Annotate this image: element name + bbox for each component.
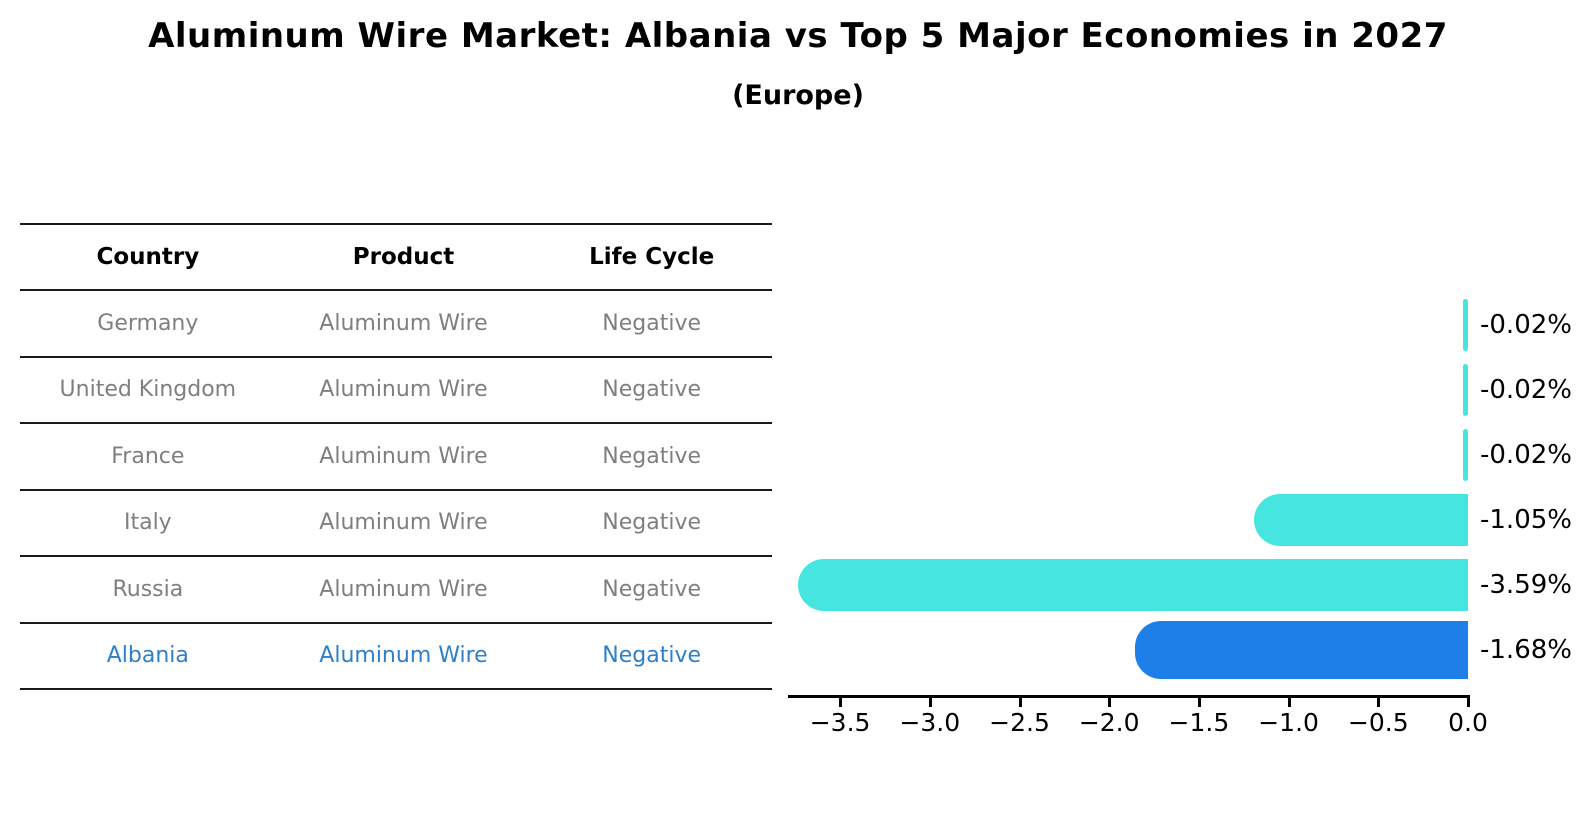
bar-value-label: -0.02%	[1480, 375, 1572, 405]
cell-life-cycle: Negative	[602, 510, 702, 536]
cell-product: Aluminum Wire	[319, 310, 488, 336]
x-axis-tick	[1018, 698, 1022, 707]
x-tick-label: 0.0	[1448, 708, 1488, 737]
bar-albania	[1134, 621, 1468, 679]
bar-france	[1463, 429, 1468, 481]
x-tick-label: −0.5	[1347, 708, 1409, 737]
x-axis-tick	[1108, 698, 1112, 707]
x-axis-tick	[1377, 698, 1381, 707]
cell-product: Aluminum Wire	[319, 510, 488, 536]
x-axis-tick	[1287, 698, 1291, 707]
cell-life-cycle: Negative	[602, 310, 702, 336]
table-row-france: France Aluminum Wire Negative	[20, 424, 772, 491]
chart-title: Aluminum Wire Market: Albania vs Top 5 M…	[148, 16, 1448, 56]
cell-country: United Kingdom	[59, 377, 237, 403]
column-header-life-cycle: Life Cycle	[589, 244, 715, 270]
cell-life-cycle: Negative	[602, 377, 702, 403]
bar-value-label: -1.68%	[1480, 635, 1572, 665]
cell-country: Albania	[106, 643, 189, 669]
bar-value-label: -0.02%	[1480, 440, 1572, 470]
bar-italy	[1253, 494, 1468, 546]
bar-united-kingdom	[1463, 364, 1468, 416]
x-tick-label: −3.0	[899, 708, 961, 737]
x-tick-label: −2.0	[1078, 708, 1140, 737]
bar-russia	[797, 559, 1468, 611]
bar-value-label: -3.59%	[1480, 570, 1572, 600]
bar-value-label: -0.02%	[1480, 310, 1572, 340]
x-axis-line	[788, 695, 1470, 698]
x-tick-label: −1.0	[1258, 708, 1319, 737]
chart-subtitle: (Europe)	[732, 80, 864, 111]
cell-product: Aluminum Wire	[319, 377, 488, 403]
x-axis-tick	[839, 698, 843, 707]
x-axis-tick	[928, 698, 932, 707]
table-row-united-kingdom: United Kingdom Aluminum Wire Negative	[20, 358, 772, 424]
bar-germany	[1463, 299, 1468, 351]
column-header-country: Country	[96, 244, 200, 270]
cell-product: Aluminum Wire	[319, 576, 488, 602]
table-header-row: Country Product Life Cycle	[20, 225, 772, 291]
x-axis-tick	[1467, 698, 1470, 707]
table-row-russia: Russia Aluminum Wire Negative	[20, 557, 772, 624]
column-header-product: Product	[352, 244, 455, 270]
cell-country: Germany	[97, 310, 199, 336]
cell-product: Aluminum Wire	[319, 643, 488, 669]
cell-product: Aluminum Wire	[319, 443, 488, 469]
cell-life-cycle: Negative	[602, 443, 702, 469]
x-tick-label: −2.5	[989, 708, 1050, 737]
cell-country: Italy	[123, 510, 172, 536]
cell-country: France	[111, 443, 185, 469]
cell-life-cycle: Negative	[602, 576, 702, 602]
country-table: Country Product Life Cycle Germany Alumi…	[20, 223, 772, 690]
cell-country: Russia	[112, 576, 184, 602]
bar-value-label: -1.05%	[1480, 505, 1572, 535]
x-tick-label: −1.5	[1168, 708, 1230, 737]
table-row-italy: Italy Aluminum Wire Negative	[20, 491, 772, 557]
x-axis-tick	[1197, 698, 1201, 707]
table-row-germany: Germany Aluminum Wire Negative	[20, 291, 772, 358]
cell-life-cycle: Negative	[602, 643, 702, 669]
table-row-albania: Albania Aluminum Wire Negative	[20, 624, 772, 689]
x-tick-label: −3.5	[809, 708, 871, 737]
